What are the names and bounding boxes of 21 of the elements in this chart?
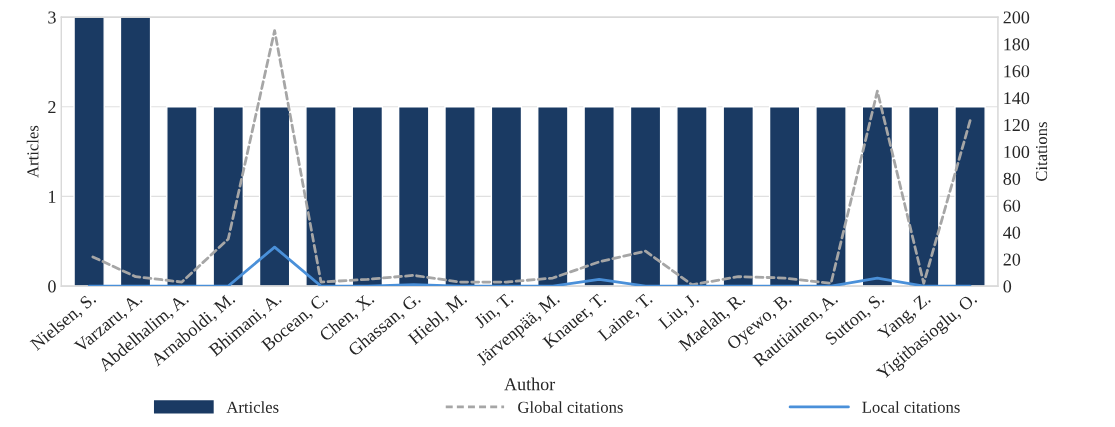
x-axis-title: Author xyxy=(504,377,556,391)
legend-label: Local citations xyxy=(862,401,960,413)
y2-tick-label: 160 xyxy=(1004,65,1030,78)
y2-tick-label: 120 xyxy=(1004,118,1030,132)
y2-tick-label: 200 xyxy=(1003,11,1030,24)
y2-tick-label: 20 xyxy=(1003,253,1021,266)
y2-tick-label: 60 xyxy=(1003,199,1021,212)
y-tick-label: 0 xyxy=(48,280,56,293)
y-tick-label: 1 xyxy=(49,190,56,203)
y-tick-label: 2 xyxy=(48,101,56,114)
y2-tick-label: 80 xyxy=(1003,172,1021,185)
y2-tick-label: 140 xyxy=(1004,92,1030,105)
y-axis-title: Articles xyxy=(26,125,39,178)
y2-tick-label: 0 xyxy=(1003,280,1012,293)
legend-label: Articles xyxy=(226,401,279,413)
y2-tick-label: 100 xyxy=(1004,145,1030,159)
y2-tick-label: 40 xyxy=(1003,226,1021,239)
legend-label: Global citations xyxy=(518,401,623,413)
y-tick-label: 3 xyxy=(48,11,56,24)
y2-tick-label: 180 xyxy=(1004,38,1030,51)
y2-axis-title: Citations xyxy=(1035,122,1048,181)
